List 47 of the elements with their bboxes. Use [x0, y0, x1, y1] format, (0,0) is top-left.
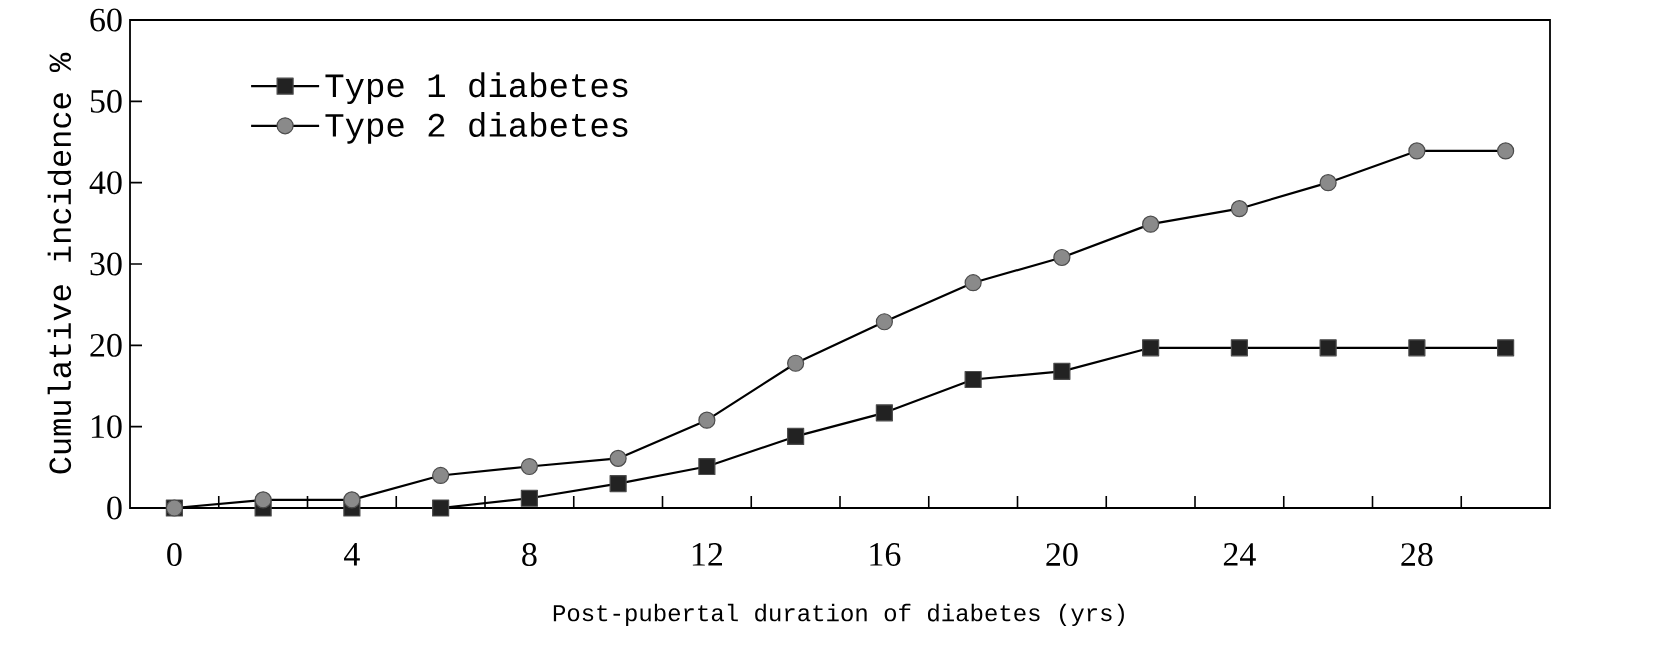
point — [1230, 339, 1248, 357]
point — [609, 449, 627, 467]
point — [1497, 339, 1515, 357]
y-tick-label: 40 — [89, 171, 122, 195]
point — [1319, 339, 1337, 357]
point — [1142, 339, 1160, 357]
x-tick-label: 4 — [344, 543, 360, 566]
point — [1053, 248, 1071, 267]
point — [432, 499, 450, 517]
point — [1142, 215, 1160, 233]
y-axis-title: Cumulative incidence % — [47, 52, 72, 474]
y-tick-label: 30 — [90, 252, 122, 276]
y-tick-label: 60 — [90, 8, 122, 32]
point — [698, 457, 716, 476]
x-tick-label: 12 — [692, 543, 722, 566]
point — [432, 466, 450, 485]
y-tick-label: 10 — [91, 415, 122, 439]
point — [343, 491, 361, 509]
point — [254, 491, 272, 509]
point — [787, 427, 805, 446]
point — [1053, 362, 1071, 380]
point — [1497, 142, 1515, 160]
x-tick-label: 24 — [1223, 543, 1256, 566]
y-tick-label: 50 — [90, 89, 122, 113]
y-tick-label: 20 — [90, 333, 122, 357]
x-tick-label: 28 — [1401, 543, 1433, 567]
x-axis-title: Post-pubertal duration of diabetes (yrs) — [553, 603, 1124, 627]
point — [698, 411, 716, 429]
point — [1408, 339, 1426, 357]
point — [1230, 200, 1248, 218]
legend-label: Type 1 diabetes — [325, 72, 628, 105]
x-tick-label: 0 — [167, 543, 182, 567]
x-tick-label: 8 — [522, 543, 537, 567]
legend-label: Type 2 diabetes — [325, 111, 628, 144]
point — [520, 489, 538, 507]
point — [964, 370, 982, 389]
point — [1408, 142, 1426, 160]
point — [875, 313, 893, 331]
point — [520, 457, 538, 476]
x-tick-label: 20 — [1046, 543, 1078, 567]
point — [875, 404, 893, 422]
y-tick-label: 0 — [107, 496, 122, 520]
x-tick-label: 16 — [870, 543, 901, 566]
point — [787, 354, 805, 372]
point — [964, 274, 982, 292]
point — [1319, 174, 1337, 192]
point — [609, 475, 627, 493]
